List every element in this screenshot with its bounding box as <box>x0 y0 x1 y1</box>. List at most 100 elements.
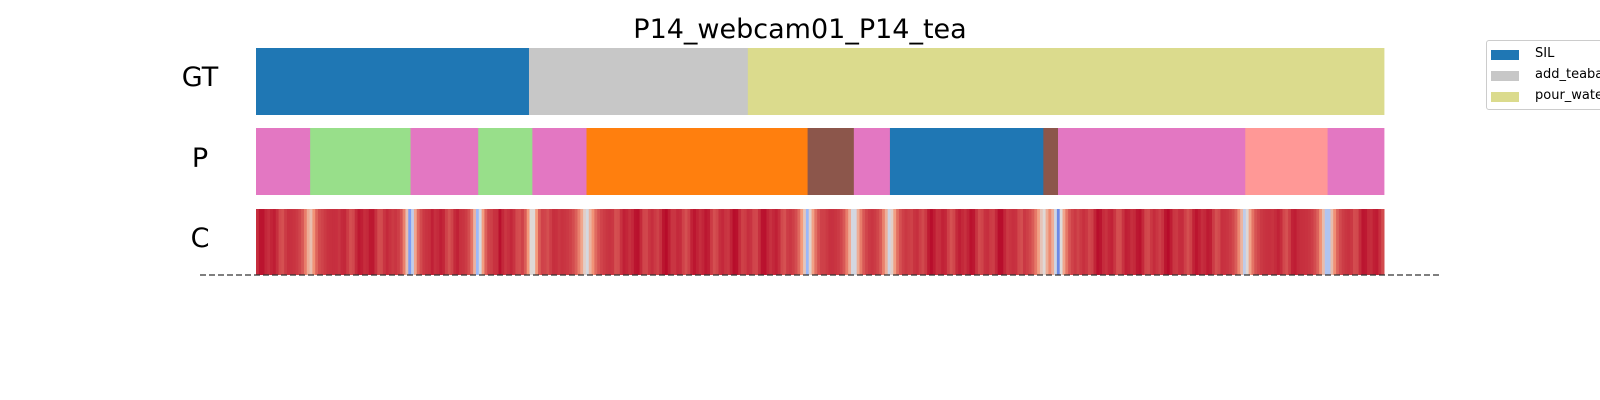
c-cell-209 <box>842 209 846 275</box>
c-cell-245 <box>944 209 948 275</box>
c-cell-210 <box>845 209 849 275</box>
c-cell-16 <box>298 209 302 275</box>
c-cell-246 <box>946 209 951 275</box>
c-cell-179 <box>757 209 762 275</box>
c-cell-3 <box>261 209 265 275</box>
c-cell-95 <box>521 209 525 275</box>
c-cell-191 <box>791 209 796 275</box>
c-cell-106 <box>552 209 556 275</box>
c-cell-197 <box>808 209 813 275</box>
c-cell-201 <box>820 209 824 275</box>
c-cell-124 <box>602 209 607 275</box>
c-cell-249 <box>955 209 959 275</box>
c-cell-26 <box>326 209 330 275</box>
c-cell-86 <box>495 209 500 275</box>
c-cell-243 <box>938 209 942 275</box>
c-cell-58 <box>416 209 421 275</box>
c-cell-10 <box>281 209 285 275</box>
c-cell-103 <box>543 209 547 275</box>
c-cell-318 <box>1149 209 1154 275</box>
c-cell-87 <box>498 209 502 275</box>
c-cell-306 <box>1116 209 1120 275</box>
c-cell-325 <box>1169 209 1173 275</box>
c-cell-263 <box>994 209 999 275</box>
c-cell-27 <box>329 209 333 275</box>
c-cell-32 <box>343 209 347 275</box>
c-cell-85 <box>492 209 497 275</box>
c-cell-250 <box>958 209 962 275</box>
c-cell-214 <box>856 209 860 275</box>
c-cell-186 <box>777 209 782 275</box>
c-cell-112 <box>569 209 573 275</box>
c-cell-98 <box>529 209 533 275</box>
c-cell-17 <box>301 209 305 275</box>
c-cell-302 <box>1104 209 1109 275</box>
c-cell-138 <box>642 209 646 275</box>
confidence-row <box>256 209 1385 275</box>
c-cell-238 <box>924 209 928 275</box>
c-cell-28 <box>332 209 336 275</box>
legend-swatch-pour-water <box>1491 92 1519 102</box>
c-cell-147 <box>667 209 672 275</box>
c-cell-12 <box>287 209 291 275</box>
c-cell-89 <box>504 209 508 275</box>
c-cell-283 <box>1051 209 1055 275</box>
c-cell-382 <box>1330 209 1334 275</box>
c-cell-177 <box>752 209 756 275</box>
c-cell-323 <box>1164 209 1168 275</box>
c-cell-92 <box>512 209 516 275</box>
c-cell-81 <box>481 209 485 275</box>
c-cell-320 <box>1155 209 1159 275</box>
c-cell-227 <box>893 209 897 275</box>
c-cell-153 <box>684 209 688 275</box>
c-cell-335 <box>1197 209 1202 275</box>
c-cell-189 <box>786 209 790 275</box>
c-cell-259 <box>983 209 987 275</box>
c-cell-9 <box>278 209 282 275</box>
c-cell-349 <box>1237 209 1241 275</box>
c-cell-107 <box>554 209 559 275</box>
c-cell-42 <box>371 209 375 275</box>
c-cell-102 <box>540 209 545 275</box>
c-cell-155 <box>690 209 694 275</box>
c-cell-366 <box>1285 209 1289 275</box>
c-cell-370 <box>1296 209 1300 275</box>
c-cell-175 <box>746 209 750 275</box>
c-cell-262 <box>992 209 996 275</box>
c-cell-372 <box>1302 209 1306 275</box>
c-cell-280 <box>1042 209 1047 275</box>
c-cell-114 <box>574 209 578 275</box>
c-cell-35 <box>351 209 356 275</box>
c-cell-60 <box>422 209 426 275</box>
c-cell-96 <box>523 209 528 275</box>
c-cell-160 <box>704 209 708 275</box>
c-cell-385 <box>1338 209 1343 275</box>
c-cell-311 <box>1130 209 1134 275</box>
c-cell-120 <box>591 209 595 275</box>
c-cell-202 <box>822 209 827 275</box>
c-cell-339 <box>1209 209 1213 275</box>
c-cell-116 <box>580 209 584 275</box>
c-cell-117 <box>583 209 587 275</box>
c-cell-43 <box>374 209 378 275</box>
c-cell-374 <box>1307 209 1312 275</box>
row-label-c: C <box>190 223 210 254</box>
c-cell-83 <box>487 209 491 275</box>
c-cell-78 <box>473 209 477 275</box>
c-cell-127 <box>611 209 615 275</box>
c-cell-340 <box>1211 209 1216 275</box>
c-cell-276 <box>1031 209 1035 275</box>
c-cell-123 <box>600 209 604 275</box>
c-cell-69 <box>447 209 452 275</box>
c-cell-211 <box>848 209 852 275</box>
c-cell-345 <box>1226 209 1230 275</box>
c-cell-378 <box>1319 209 1323 275</box>
c-cell-91 <box>509 209 514 275</box>
c-cell-235 <box>915 209 920 275</box>
c-cell-240 <box>929 209 934 275</box>
c-cell-297 <box>1090 209 1095 275</box>
c-cell-8 <box>275 209 280 275</box>
c-cell-157 <box>695 209 700 275</box>
c-cell-47 <box>385 209 390 275</box>
c-cell-254 <box>969 209 973 275</box>
